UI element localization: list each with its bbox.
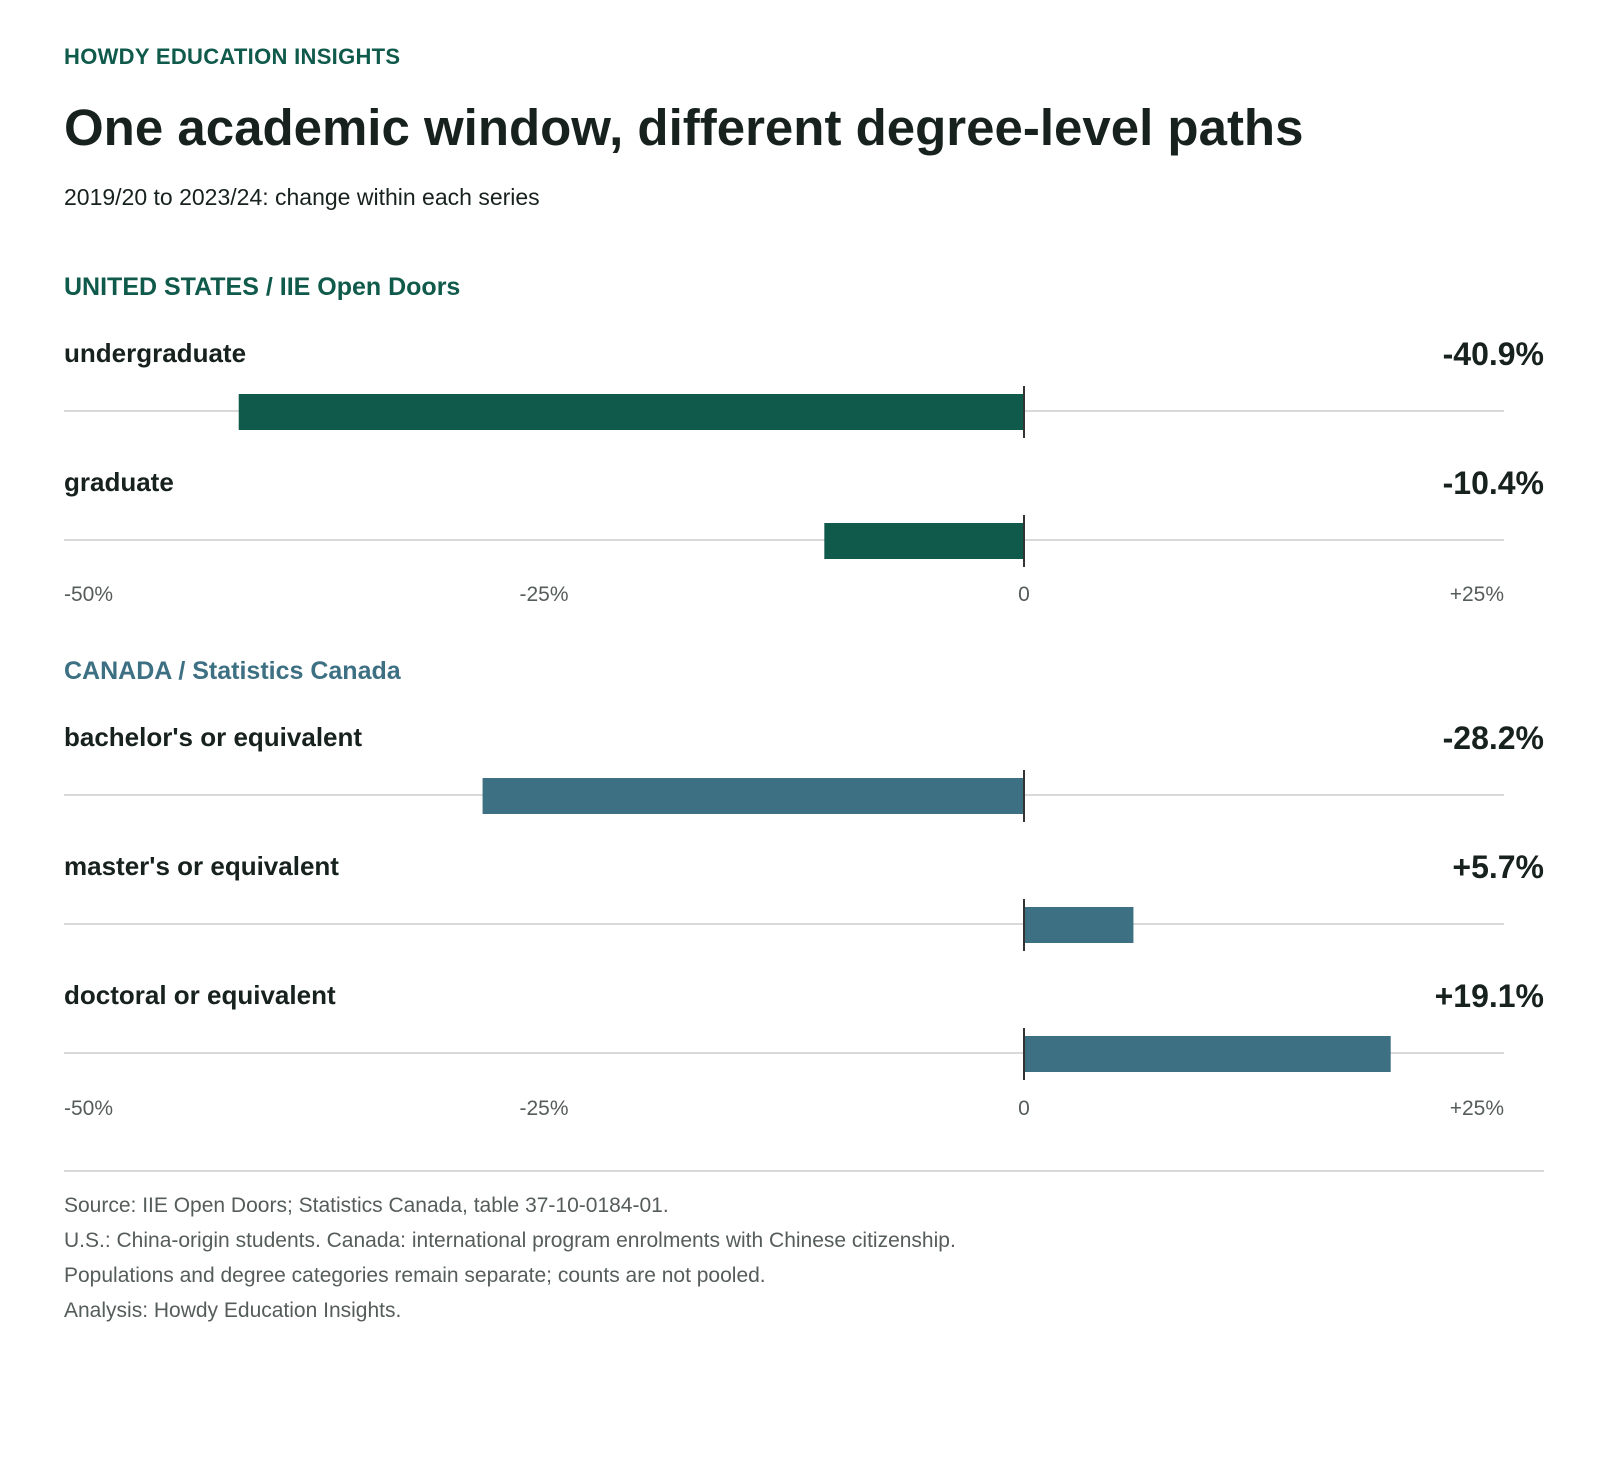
data-label: +5.7% [1452, 849, 1544, 885]
tick-label: -50% [64, 583, 114, 606]
bar [1024, 907, 1134, 943]
category-label: master's or equivalent [64, 851, 339, 881]
tick-label: -25% [519, 1097, 569, 1120]
section-title: CANADA / Statistics Canada [64, 657, 401, 685]
data-label: +19.1% [1434, 978, 1544, 1014]
data-label: -10.4% [1442, 465, 1544, 501]
kicker: HOWDY EDUCATION INSIGHTS [64, 44, 401, 69]
tick-label: +25% [1449, 583, 1504, 606]
category-label: undergraduate [64, 338, 247, 368]
category-label: bachelor's or equivalent [64, 722, 363, 752]
bar [482, 778, 1024, 814]
section-title: UNITED STATES / IIE Open Doors [64, 273, 461, 301]
tick-label: 0 [1018, 1097, 1030, 1120]
bar [824, 523, 1024, 559]
tick-label: -50% [64, 1097, 114, 1120]
source-line-3: Populations and degree categories remain… [64, 1264, 766, 1287]
source-line-1: Source: IIE Open Doors; Statistics Canad… [64, 1194, 669, 1217]
bar [1024, 1036, 1391, 1072]
tick-label: -25% [519, 583, 569, 606]
source-line-4: Analysis: Howdy Education Insights. [64, 1299, 402, 1322]
tick-label: +25% [1449, 1097, 1504, 1120]
category-label: graduate [64, 467, 174, 497]
category-label: doctoral or equivalent [64, 980, 336, 1010]
tick-label: 0 [1018, 583, 1030, 606]
page-title: One academic window, different degree-le… [64, 99, 1304, 156]
data-label: -40.9% [1442, 336, 1544, 372]
source-line-2: U.S.: China-origin students. Canada: int… [64, 1229, 956, 1252]
bar [238, 394, 1025, 430]
footer-divider [64, 1170, 1544, 1172]
data-label: -28.2% [1442, 720, 1544, 756]
subtitle: 2019/20 to 2023/24: change within each s… [64, 184, 540, 210]
